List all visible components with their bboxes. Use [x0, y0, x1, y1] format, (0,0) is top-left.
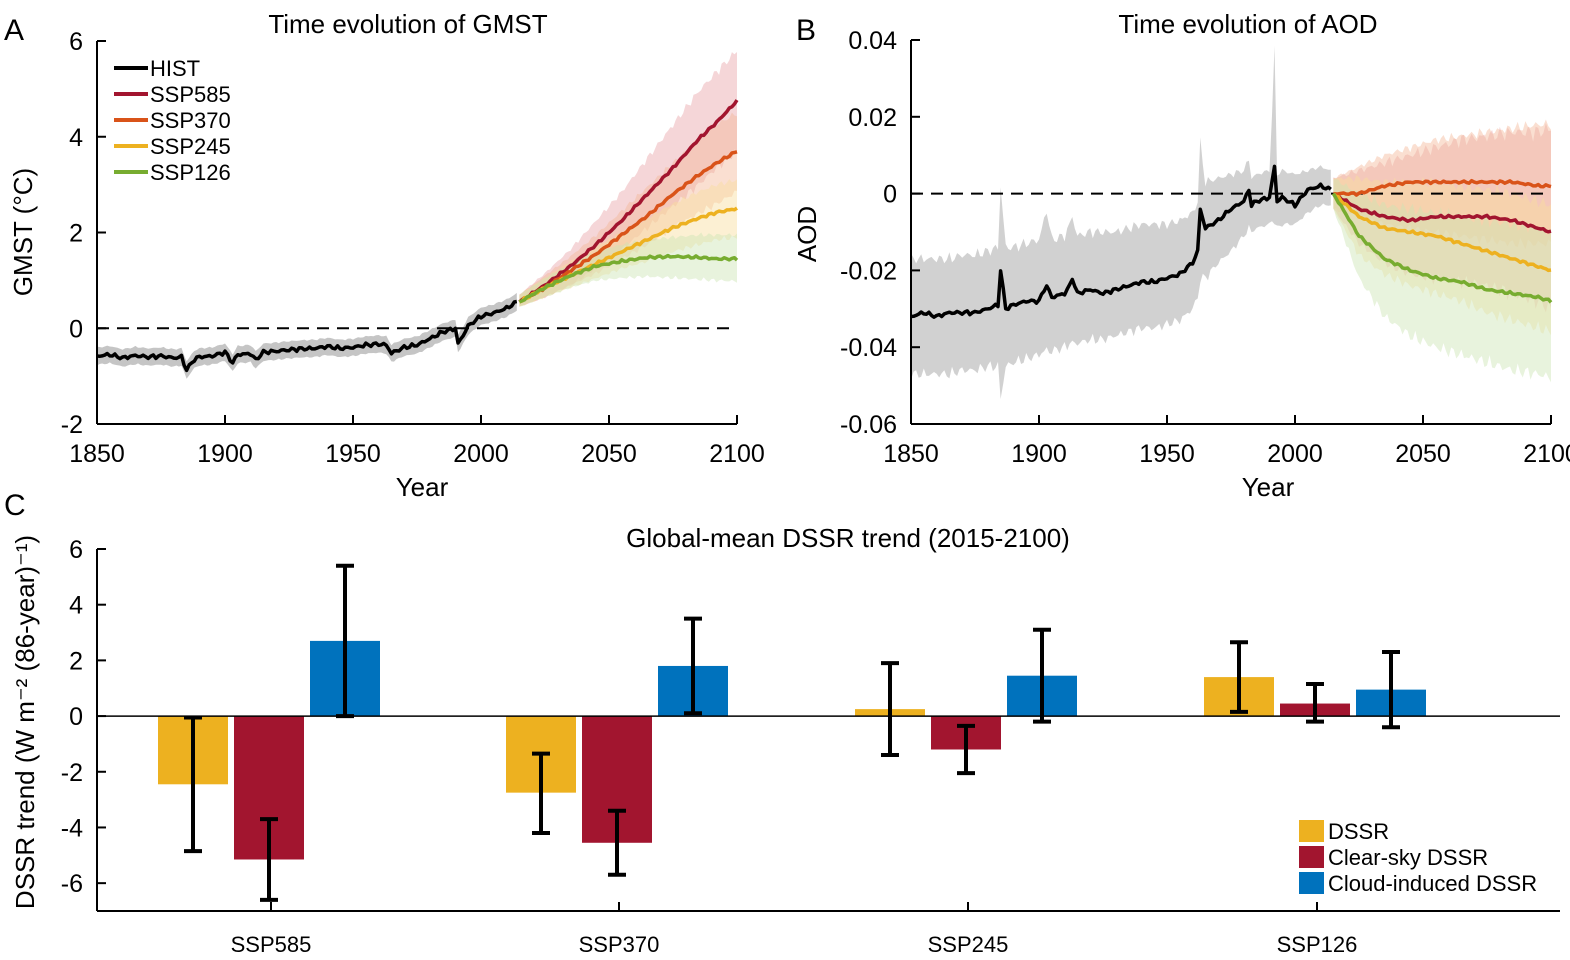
dssr-ytick-label: 0	[69, 703, 83, 731]
gmst-band-ssp126	[519, 232, 737, 307]
aod-line-ssp245	[1332, 192, 1552, 273]
aod-band-hist	[911, 45, 1331, 400]
dssr-legend-swatch	[1299, 872, 1324, 894]
dssr-legend-label: DSSR	[1328, 819, 1389, 844]
aod-xtick-label: 2100	[1523, 440, 1570, 468]
aod-ytick-label: -0.04	[840, 334, 897, 362]
dssr-category-label: SSP126	[1277, 932, 1358, 957]
gmst-xtick-label: 1900	[197, 440, 253, 468]
aod-line-ssp370	[1333, 178, 1552, 197]
dssr-legend-label: Clear-sky DSSR	[1328, 845, 1488, 870]
aod-line-ssp126	[1331, 192, 1553, 304]
aod-xtick-label: 2000	[1267, 440, 1323, 468]
dssr-ytick-label: 6	[69, 536, 83, 564]
gmst-ytick-label: 4	[69, 124, 83, 152]
aod-line-ssp585	[1332, 191, 1552, 234]
gmst-ylabel: GMST (°C)	[8, 168, 38, 296]
dssr-category-label: SSP370	[579, 932, 660, 957]
dssr-legend-swatch	[1299, 820, 1324, 842]
gmst-legend-label: HIST	[150, 56, 200, 81]
gmst-xtick-label: 2000	[453, 440, 509, 468]
panel-c-letter: C	[4, 489, 26, 522]
gmst-line-hist	[96, 299, 518, 373]
dssr-ytick-label: 2	[69, 647, 83, 675]
gmst-legend-label: SSP370	[150, 108, 231, 133]
gmst-line-ssp585	[518, 99, 739, 304]
gmst-ytick-label: 2	[69, 220, 83, 248]
panel-b-letter: B	[796, 14, 816, 47]
gmst-ytick-label: 6	[69, 28, 83, 56]
gmst-legend-label: SSP245	[150, 134, 231, 159]
aod-ytick-label: 0.04	[848, 27, 897, 55]
dssr-legend-swatch	[1299, 846, 1324, 868]
gmst-xtick-label: 2050	[581, 440, 637, 468]
aod-xtick-label: 1900	[1011, 440, 1067, 468]
aod-ylabel: AOD	[792, 206, 822, 262]
dssr-legend-label: Cloud-induced DSSR	[1328, 871, 1537, 896]
gmst-xtick-label: 1850	[69, 440, 125, 468]
dssr-ytick-label: -2	[61, 759, 83, 787]
dssr-ytick-label: 4	[69, 592, 83, 620]
dssr-category-label: SSP585	[231, 932, 312, 957]
aod-xtick-label: 1950	[1139, 440, 1195, 468]
gmst-legend-label: SSP126	[150, 160, 231, 185]
aod-band-ssp245	[1333, 175, 1551, 336]
aod-ytick-label: 0	[883, 181, 897, 209]
gmst-xtick-label: 1950	[325, 440, 381, 468]
gmst-band-hist	[97, 292, 517, 379]
aod-ytick-label: 0.02	[848, 104, 897, 132]
gmst-xtick-label: 2100	[709, 440, 765, 468]
gmst-xlabel: Year	[396, 472, 449, 502]
aod-line-hist	[910, 164, 1332, 319]
dssr-ylabel: DSSR trend (W m⁻² (86-year)⁻¹)	[10, 535, 40, 909]
aod-xtick-label: 2050	[1395, 440, 1451, 468]
gmst-line-ssp370	[518, 150, 738, 304]
gmst-line-ssp126	[518, 253, 739, 304]
panel-a-letter: A	[4, 14, 24, 47]
dssr-ytick-label: -4	[61, 814, 83, 842]
gmst-ytick-label: -2	[61, 411, 83, 439]
panel-b: 1850 1900 1950 2000 2050 2100 -0.06 -0.04 -0.02 0…	[840, 27, 1570, 468]
aod-ytick-label: -0.06	[840, 411, 897, 439]
aod-xtick-label: 1850	[883, 440, 939, 468]
dssr-category-label: SSP245	[928, 932, 1009, 957]
gmst-band-ssp370	[519, 112, 737, 307]
aod-title: Time evolution of AOD	[1118, 9, 1377, 39]
dssr-ytick-label: -6	[61, 870, 83, 898]
gmst-legend-label: SSP585	[150, 82, 231, 107]
gmst-band-ssp585	[519, 52, 737, 307]
panel-a: 1850 1900 1950 2000 2050 2100 -2 0 2 4 6 HISTSSP585…	[61, 28, 765, 468]
dssr-title: Global-mean DSSR trend (2015-2100)	[626, 523, 1070, 553]
aod-xlabel: Year	[1242, 472, 1295, 502]
aod-ytick-label: -0.02	[840, 257, 897, 285]
gmst-ytick-label: 0	[69, 315, 83, 343]
gmst-title: Time evolution of GMST	[268, 9, 547, 39]
